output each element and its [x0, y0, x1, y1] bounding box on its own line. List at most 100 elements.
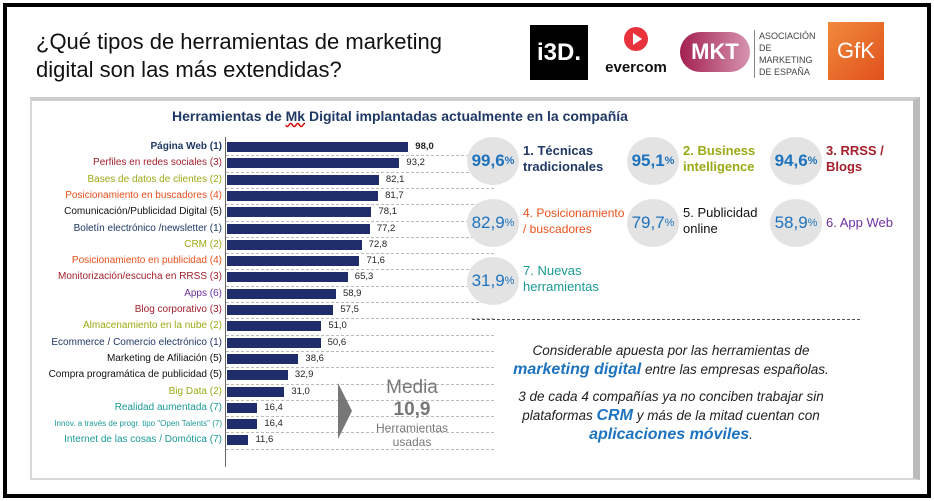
divider	[472, 319, 860, 320]
bar-label: Apps (6)	[184, 287, 222, 299]
title-part: Mk	[285, 108, 306, 124]
bar-label: Posicionamiento en buscadores (4)	[65, 189, 222, 201]
gridline	[226, 383, 494, 385]
bar-value: 98,0	[415, 141, 434, 152]
media-unit: usadas	[392, 435, 432, 449]
msg-highlight: aplicaciones móviles	[589, 426, 750, 443]
bar-value: 81,7	[385, 189, 404, 201]
bar-label: Posicionamiento en publicidad (4)	[71, 255, 222, 267]
gridline	[226, 236, 494, 238]
percent-sign: %	[807, 217, 818, 229]
percent-value: 95,1	[631, 151, 665, 170]
msg-text: 3 de cada 4 compañías ya no conciben tra…	[518, 389, 824, 404]
bar-value: 32,9	[294, 369, 314, 381]
percent-value: 99,6	[471, 151, 505, 170]
gridline	[226, 285, 494, 287]
bar	[227, 402, 258, 413]
bar-value: 71,6	[366, 255, 385, 267]
bar-label: CRM (2)	[184, 238, 222, 250]
media-unit: Herramientas	[375, 421, 449, 435]
label-line: herramientas	[523, 279, 599, 294]
bar-value: 82,1	[385, 173, 405, 185]
bar-value: 11,6	[255, 434, 274, 446]
gridline	[226, 253, 494, 255]
bar-value: 65,3	[354, 271, 374, 283]
gridline	[226, 171, 494, 173]
label-line: 6. App Web	[826, 215, 893, 230]
title-line-1: ¿Qué tipos de herramientas de marketing	[36, 29, 442, 54]
bar-label: Página Web (1)	[150, 141, 223, 152]
gridline	[226, 187, 494, 189]
bar-value: 78,1	[378, 206, 397, 218]
bar-value: 38,6	[305, 352, 324, 364]
bar	[227, 288, 336, 299]
percent-sign: %	[664, 155, 675, 167]
gridline	[226, 432, 494, 434]
percent-value: 31,9	[471, 271, 505, 290]
msg-text: y más de la mitad cuentan con	[632, 408, 820, 423]
percent-circle: 95,1%	[627, 137, 679, 185]
evercom-text: evercom	[605, 59, 667, 76]
bar-value: 93,2	[406, 157, 425, 169]
percent-sign: %	[807, 155, 818, 167]
title-line-2: digital son las más extendidas?	[36, 57, 342, 82]
percent-sign: %	[504, 155, 515, 167]
msg-highlight: CRM	[596, 407, 633, 424]
category-label: 2. Business intelligence	[683, 143, 783, 175]
evercom-logo: evercom	[596, 27, 676, 82]
percent-circle: 94,6%	[770, 137, 822, 185]
chart-title: Herramientas de Mk Digital implantadas a…	[172, 108, 732, 124]
label-line: online	[683, 221, 718, 236]
bar-label: Comunicación/Publicidad Digital (5)	[64, 206, 222, 218]
label-line: 3. RRSS /	[826, 143, 884, 158]
bar	[227, 223, 370, 234]
gridline	[226, 220, 494, 222]
mkt-logo: MKT	[680, 32, 750, 72]
percent-value: 94,6	[774, 151, 808, 170]
asoc-line: ASOCIACIÓN	[759, 31, 816, 41]
bar	[227, 337, 321, 348]
bar-label: Almacenamiento en la nube (2)	[83, 320, 222, 332]
bar-label: Internet de las cosas / Domótica (7)	[64, 434, 222, 446]
gfk-logo: GfK	[828, 22, 884, 80]
bar	[227, 256, 360, 267]
bar-chart: Página Web (1) 98,0 Perfiles en redes soci…	[32, 101, 502, 471]
asoc-line: DE ESPAÑA	[759, 67, 810, 77]
percent-circle: 31,9%	[467, 257, 519, 305]
category-label: 5. Publicidad online	[683, 205, 783, 237]
percent-sign: %	[504, 217, 515, 229]
bar-label: Big Data (2)	[168, 385, 222, 397]
bar	[227, 435, 249, 446]
label-line: / buscadores	[523, 222, 592, 236]
slide-frame	[3, 3, 931, 498]
msg-text: Considerable apuesta por las herramienta…	[532, 343, 810, 358]
gridline	[226, 416, 494, 418]
bar	[227, 272, 348, 283]
asoc-line: DE MARKETING	[759, 43, 813, 65]
y-axis	[225, 137, 226, 467]
msg-text: entre las empresas españolas.	[641, 362, 829, 377]
percent-sign: %	[664, 217, 675, 229]
gridline	[226, 334, 494, 336]
bar-value: 72,8	[368, 238, 388, 250]
category-label: 3. RRSS / Blogs	[826, 143, 926, 175]
msg-text: .	[749, 427, 753, 442]
content-panel: Herramientas de Mk Digital implantadas a…	[30, 97, 920, 480]
bar-label: Bases de datos de clientes (2)	[87, 173, 222, 185]
bar	[227, 239, 362, 250]
percent-circle: 79,7%	[627, 199, 679, 247]
category-label: 4. Posicionamiento / buscadores	[523, 205, 633, 237]
gridline	[226, 204, 494, 206]
bar-value: 58,9	[342, 287, 362, 299]
msg-highlight: marketing digital	[513, 361, 642, 378]
bar-value: 77,2	[376, 222, 396, 234]
bar-value: 50,6	[327, 336, 347, 348]
label-line: 1. Técnicas	[523, 143, 594, 158]
msg-text: plataformas	[522, 408, 597, 423]
bar	[227, 419, 258, 430]
bar	[227, 158, 400, 169]
percent-circle: 58,9%	[770, 199, 822, 247]
category-label: 7. Nuevas herramientas	[523, 263, 623, 295]
play-icon	[624, 27, 648, 51]
i3d-logo: i3D.	[530, 25, 588, 80]
